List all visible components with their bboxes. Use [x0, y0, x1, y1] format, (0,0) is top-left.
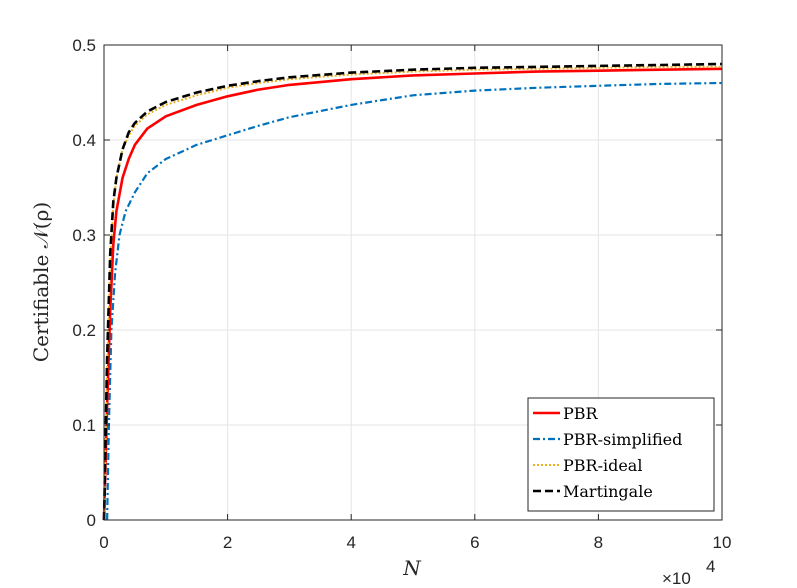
series-line-pbr-ideal [103, 65, 722, 521]
ticks: 0 2 4 6 8 10 0 0.1 0.2 0.3 0.4 0.5 [72, 36, 731, 552]
x-tick-label: 8 [594, 533, 603, 552]
legend-label: Martingale [563, 482, 653, 501]
x-axis-label: N [402, 556, 422, 580]
y-axis-label: Certifiable 𝒩(ρ) [29, 202, 53, 362]
y-tick-label: 0.1 [72, 416, 96, 435]
legend-label: PBR [563, 404, 599, 423]
x-exponent-label: ×10 [662, 569, 691, 588]
series-line-pbr-simplified [106, 81, 723, 521]
x-tick-label: 2 [223, 533, 232, 552]
x-tick-label: 4 [346, 533, 355, 552]
legend-label: PBR-ideal [563, 456, 642, 475]
y-tick-label: 0 [87, 511, 96, 530]
y-tick-label: 0.2 [72, 321, 96, 340]
series-line-martingale [102, 62, 723, 521]
legend-label: PBR-simplified [563, 430, 682, 449]
x-exponent-power: 4 [706, 557, 715, 576]
y-tick-label: 0.4 [72, 131, 96, 150]
x-tick-label: 6 [470, 533, 479, 552]
legend: PBR PBR-simplified PBR-ideal Martingale [527, 397, 715, 512]
series-line-pbr [102, 67, 723, 521]
y-tick-label: 0.5 [72, 36, 96, 55]
series-layer [102, 62, 723, 521]
x-tick-label: 0 [99, 533, 108, 552]
x-tick-label: 10 [713, 533, 732, 552]
plot-frame [103, 44, 723, 521]
y-tick-label: 0.3 [72, 226, 96, 245]
